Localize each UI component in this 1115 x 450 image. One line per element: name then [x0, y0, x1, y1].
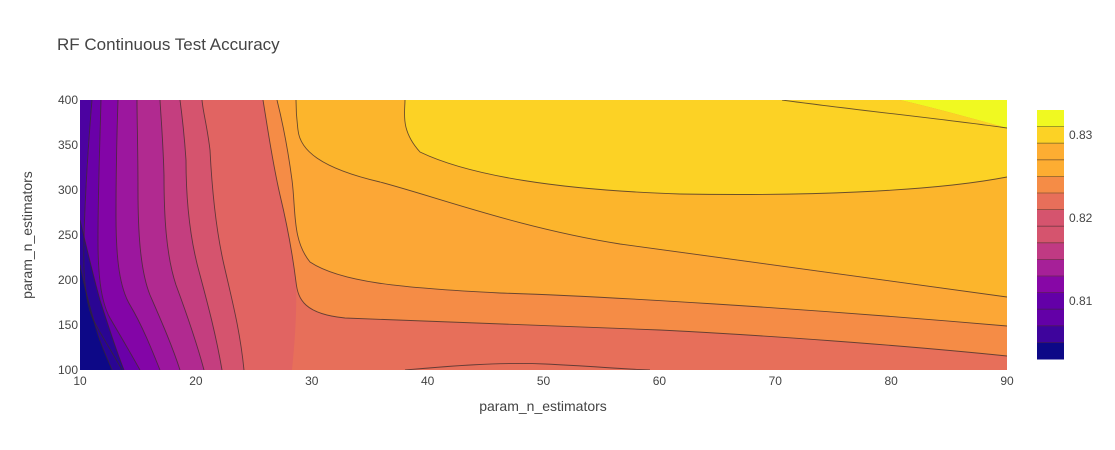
contour-band-0.818	[180, 100, 244, 370]
plot-area	[80, 100, 1007, 370]
colorbar-segment	[1037, 110, 1064, 128]
contour-region-0.826	[277, 100, 1007, 326]
contour-band-0.812	[116, 100, 180, 370]
colorbar-segment	[1037, 209, 1064, 227]
x-tick-label: 50	[537, 374, 551, 388]
contour-region-0.824	[263, 100, 1007, 356]
contour-line-0.806	[80, 219, 125, 370]
colorbar-tick-label: 0.81	[1069, 294, 1093, 308]
contour-band-0.820	[202, 100, 297, 370]
colorbar-segment	[1037, 226, 1064, 244]
x-tick-label: 30	[305, 374, 319, 388]
contour-region-0.832	[900, 100, 1007, 128]
contour-line-0.808	[83, 100, 123, 370]
x-axis-ticks: 10 20 30 40 50 60 70 80 90	[73, 374, 1014, 388]
x-tick-label: 70	[769, 374, 783, 388]
contour-line-0.824	[262, 100, 1007, 357]
colorbar-ticks: 0.81 0.82 0.83	[1069, 128, 1093, 308]
y-axis-ticks: 100 150 200 250 300 350 400	[58, 93, 78, 377]
colorbar-segment	[1037, 325, 1064, 343]
x-tick-label: 80	[884, 374, 898, 388]
colorbar-segment	[1037, 193, 1064, 211]
colorbar	[1037, 110, 1064, 360]
y-tick-label: 200	[58, 273, 78, 287]
contour-band-0.803	[80, 265, 112, 370]
x-axis-label: param_n_estimators	[479, 398, 607, 414]
colorbar-tick-label: 0.83	[1069, 128, 1093, 142]
contour-line-0.814	[136, 100, 181, 370]
y-tick-label: 250	[58, 228, 78, 242]
colorbar-segment	[1037, 143, 1064, 161]
colorbar-segment	[1037, 176, 1064, 194]
contour-line-0.820	[201, 100, 245, 370]
colorbar-segment	[1037, 276, 1064, 294]
contour-line-0.810	[97, 100, 141, 370]
chart-title: RF Continuous Test Accuracy	[57, 35, 280, 54]
x-tick-label: 20	[189, 374, 203, 388]
x-tick-label: 90	[1000, 374, 1014, 388]
contour-band-0.810	[98, 100, 160, 370]
colorbar-segment	[1037, 159, 1064, 177]
contour-line-0.822	[404, 363, 651, 370]
y-tick-label: 350	[58, 138, 78, 152]
colorbar-segment	[1037, 342, 1064, 360]
x-tick-label: 40	[421, 374, 435, 388]
contour-line-0.804	[80, 264, 113, 370]
contour-line-0.832	[781, 100, 1007, 129]
colorbar-segment	[1037, 126, 1064, 144]
contour-line-0.818	[179, 100, 223, 370]
colorbar-segment	[1037, 309, 1064, 327]
colorbar-segment	[1037, 292, 1064, 310]
x-tick-label: 10	[73, 374, 87, 388]
contour-line-0.826	[276, 100, 1007, 327]
y-tick-label: 100	[58, 363, 78, 377]
colorbar-tick-label: 0.82	[1069, 211, 1093, 225]
contour-line-0.812	[115, 100, 161, 370]
x-tick-label: 60	[653, 374, 667, 388]
y-tick-label: 150	[58, 318, 78, 332]
contour-region-0.828	[296, 100, 1007, 297]
y-tick-label: 300	[58, 183, 78, 197]
contour-region-0.830	[404, 100, 1007, 195]
contour-line-0.830	[404, 100, 1007, 195]
y-tick-label: 400	[58, 93, 78, 107]
colorbar-segment	[1037, 242, 1064, 260]
contour-line-0.816	[159, 100, 205, 370]
colorbar-segment	[1037, 259, 1064, 277]
y-axis-label: param_n_estimators	[19, 171, 35, 299]
